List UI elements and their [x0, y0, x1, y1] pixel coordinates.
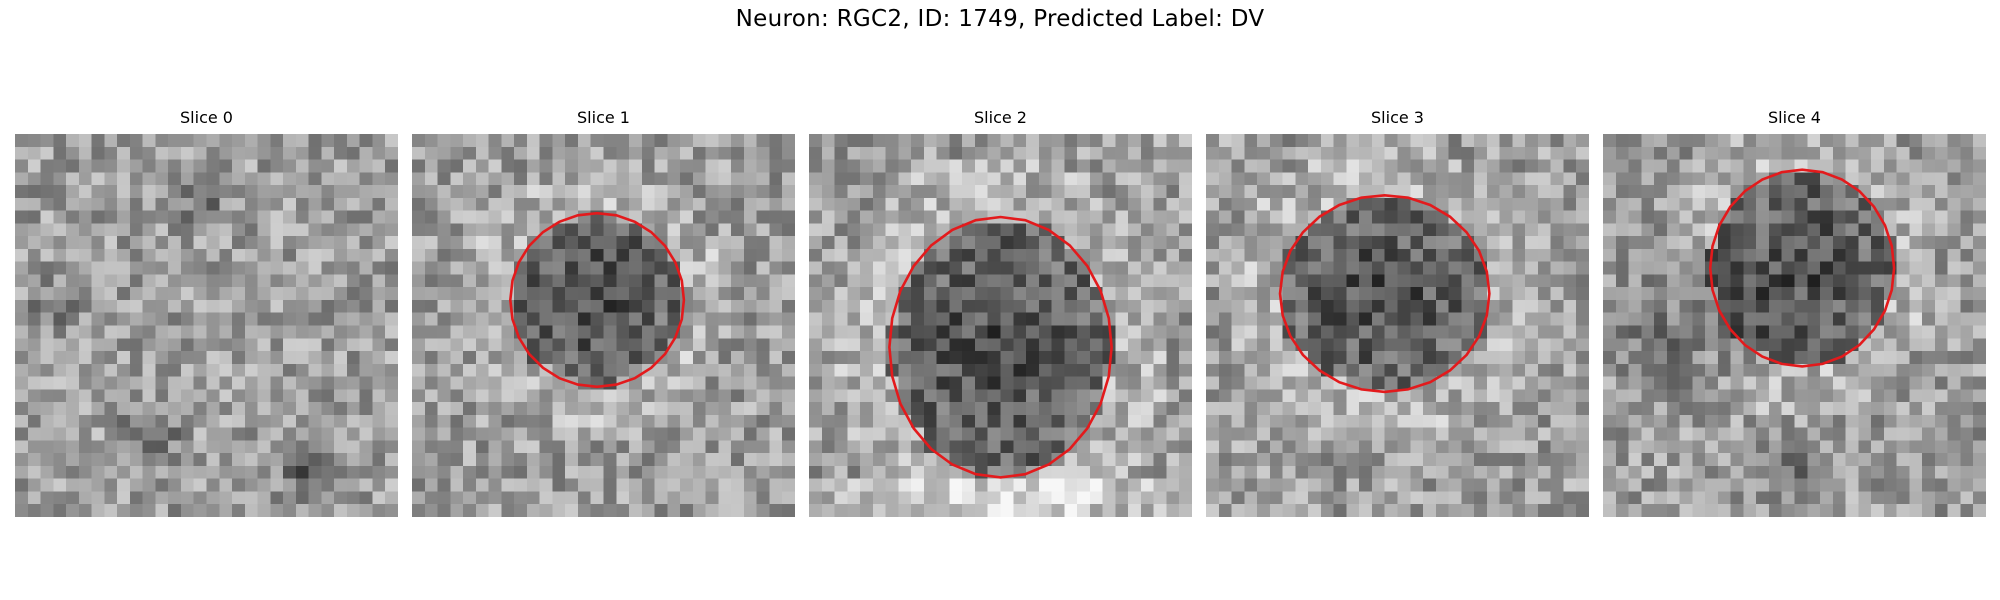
slice-title: Slice 3	[1371, 108, 1424, 127]
slice-image	[15, 134, 398, 517]
slice-title: Slice 4	[1768, 108, 1821, 127]
roi-outline	[888, 215, 1113, 479]
roi-outline	[1708, 168, 1896, 368]
figure-title: Neuron: RGC2, ID: 1749, Predicted Label:…	[735, 6, 1265, 32]
slice-image	[412, 134, 795, 517]
grayscale-image	[412, 134, 795, 517]
roi-outline	[508, 211, 686, 389]
slice-image	[1206, 134, 1589, 517]
slice-title: Slice 0	[180, 108, 233, 127]
grayscale-image	[1603, 134, 1986, 517]
slice-title: Slice 2	[974, 108, 1027, 127]
roi-outline	[1278, 193, 1491, 394]
slice-image	[809, 134, 1192, 517]
grayscale-image	[1206, 134, 1589, 517]
slice-title: Slice 1	[577, 108, 630, 127]
slice-image	[1603, 134, 1986, 517]
grayscale-image	[15, 134, 398, 517]
grayscale-image	[809, 134, 1192, 517]
